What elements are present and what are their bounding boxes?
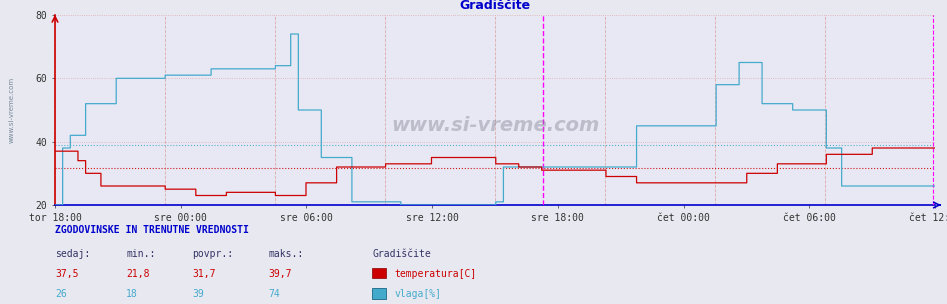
Text: 18: 18 (126, 289, 137, 299)
Text: 74: 74 (268, 289, 279, 299)
Text: povpr.:: povpr.: (192, 249, 234, 259)
Text: 21,8: 21,8 (126, 269, 150, 279)
Title: Gradiščite: Gradiščite (459, 0, 530, 12)
Text: 39,7: 39,7 (268, 269, 292, 279)
Text: www.si-vreme.com: www.si-vreme.com (9, 77, 14, 143)
Text: 31,7: 31,7 (192, 269, 216, 279)
Text: sedaj:: sedaj: (55, 249, 90, 259)
Text: vlaga[%]: vlaga[%] (394, 289, 441, 299)
Text: 39: 39 (192, 289, 204, 299)
Text: 37,5: 37,5 (55, 269, 79, 279)
Text: min.:: min.: (126, 249, 155, 259)
Text: ZGODOVINSKE IN TRENUTNE VREDNOSTI: ZGODOVINSKE IN TRENUTNE VREDNOSTI (55, 225, 249, 235)
Text: temperatura[C]: temperatura[C] (394, 269, 476, 279)
Text: 26: 26 (55, 289, 66, 299)
Text: www.si-vreme.com: www.si-vreme.com (391, 116, 599, 135)
Text: maks.:: maks.: (268, 249, 303, 259)
Text: Gradiščite: Gradiščite (372, 249, 431, 259)
